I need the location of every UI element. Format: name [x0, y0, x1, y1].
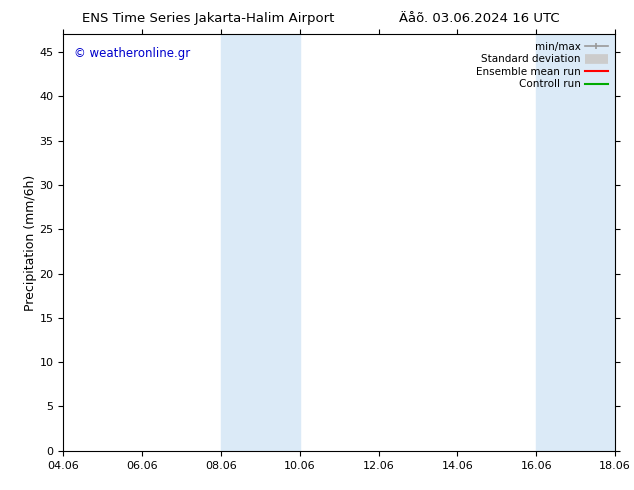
Legend: min/max, Standard deviation, Ensemble mean run, Controll run: min/max, Standard deviation, Ensemble me… — [474, 40, 610, 92]
Bar — [536, 34, 615, 451]
Text: © weatheronline.gr: © weatheronline.gr — [74, 47, 191, 60]
Bar — [221, 34, 300, 451]
Text: Äåõ. 03.06.2024 16 UTC: Äåõ. 03.06.2024 16 UTC — [399, 12, 560, 25]
Text: ENS Time Series Jakarta-Halim Airport: ENS Time Series Jakarta-Halim Airport — [82, 12, 335, 25]
Y-axis label: Precipitation (mm/6h): Precipitation (mm/6h) — [24, 174, 37, 311]
